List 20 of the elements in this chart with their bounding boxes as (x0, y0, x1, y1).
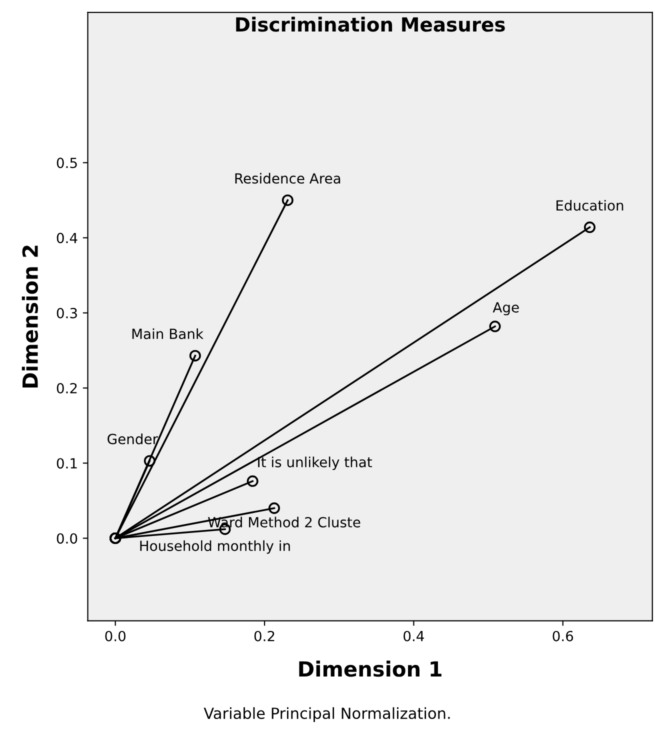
x-tick-label: 0.6 (552, 630, 574, 642)
x-tick-label: 0.4 (404, 630, 424, 642)
x-tick-label: 0.2 (254, 630, 274, 642)
y-tick-label: 0.4 (56, 232, 78, 244)
y-tick-label: 0.1 (56, 458, 77, 469)
text: Variable Principal Normalization. (204, 707, 450, 722)
series-label: Residence Area (235, 172, 340, 184)
y-tick-label: 0.5 (56, 158, 77, 168)
series-label: Age (492, 302, 519, 316)
y-tick-label: 0.3 (56, 308, 77, 318)
series-label: Main Bank (132, 328, 204, 340)
series-label: Household monthly in (140, 540, 290, 554)
y-tick-label: 0.0 (56, 533, 78, 544)
x-axis-title: Dimension 1 (299, 660, 442, 677)
chart-title: Discrimination Measures (236, 16, 505, 32)
series-label: Education (556, 200, 624, 211)
y-tick-label: 0.2 (56, 382, 77, 394)
y-axis-title: Dimension 2 (22, 246, 38, 388)
series-label: Gender (108, 434, 158, 444)
x-tick-label: 0.0 (105, 630, 126, 642)
